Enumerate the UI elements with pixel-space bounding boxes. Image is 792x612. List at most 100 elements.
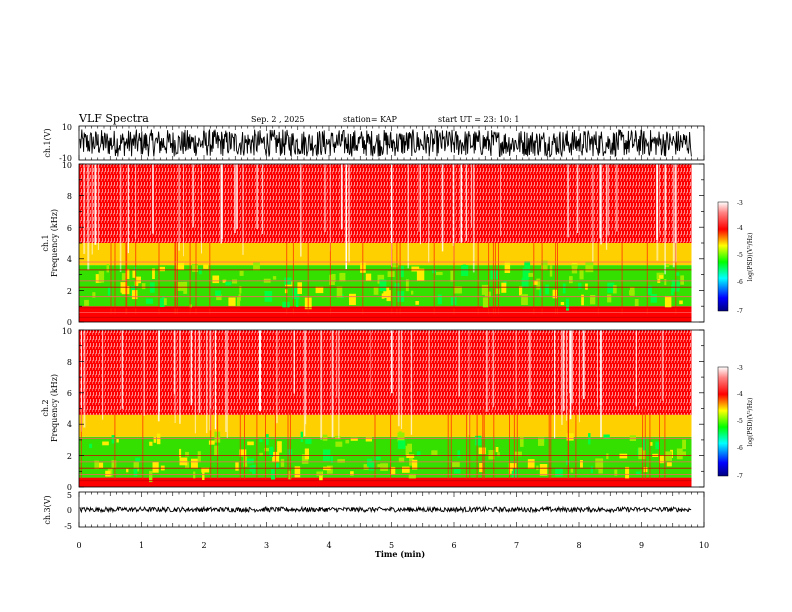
ch1-spec-streak — [428, 164, 430, 263]
ch3-waveform-ylabel: ch.3(V) — [43, 495, 52, 524]
ch2-spec-mottle — [555, 468, 563, 477]
ch2-spec-mottle — [322, 434, 328, 441]
time-tick-label-6: 6 — [451, 541, 456, 550]
ch1-spec-spike — [391, 243, 393, 315]
ch2-spec-streak — [174, 330, 176, 423]
ch1-ytick-4: 4 — [67, 255, 72, 264]
ch2-spec-mottle — [111, 435, 115, 444]
ch1-spec-mottle — [145, 298, 154, 304]
ch2-spec-mottle — [666, 462, 672, 467]
ch1-ytick-bottom: -10 — [59, 154, 72, 163]
ch2-spec-spike — [390, 408, 392, 480]
ch2-spec-streak — [159, 330, 160, 413]
ch1-spec-streak — [234, 164, 236, 233]
ch1-spec-mottle — [292, 287, 300, 300]
ch1-spec-mottle — [373, 287, 379, 295]
ch1-spec-mottle — [183, 281, 188, 294]
ch1-spec-spike — [557, 243, 558, 315]
ch2-spec-streak — [80, 330, 82, 432]
ch2-spec-mottle — [642, 438, 647, 451]
ch2-spectrogram-panel: 0 2 4 6 8 10 ch.2 Frequency (kHz) — [41, 327, 705, 492]
ch1-frequency-tick-labels: 0 2 4 6 8 10 — [62, 161, 72, 327]
ch2-spec-mottle — [337, 459, 345, 463]
ch2-spec-spike — [548, 408, 550, 480]
ch1-spec-spike — [114, 243, 116, 315]
ch1-spec-mottle — [237, 297, 241, 307]
ch1-spec-mottle — [379, 279, 387, 292]
ch2-spectrogram-image — [79, 330, 692, 487]
ch2-spec-streak — [635, 330, 637, 407]
ch1-spec-spike — [488, 243, 490, 315]
ch1-spec-mottle — [495, 288, 500, 294]
ch2-spec-spike — [493, 408, 495, 480]
ch2-spec-mottle — [416, 451, 421, 456]
ch1-spec-mottle — [383, 287, 390, 298]
ch1-spec-mottle — [590, 295, 596, 305]
ch1-spec-mottle — [339, 272, 346, 282]
ch2-spec-mottle — [676, 448, 683, 460]
ch2-spec-mottle — [193, 471, 196, 479]
ch1-spec-spike — [329, 243, 331, 315]
ch1-spec-mottle — [411, 266, 420, 272]
ch2-spec-spike — [649, 408, 651, 480]
ch1-spec-mottle — [121, 273, 127, 282]
ch2-spec-mottle — [319, 471, 323, 481]
ch1-spectrogram-panel: 0 2 4 6 8 10 ch.1 Frequency (kHz) — [41, 161, 705, 327]
ch2-frequency-tick-labels: 0 2 4 6 8 10 — [62, 327, 72, 492]
ch1-spec-streak — [324, 164, 326, 233]
ch2-spec-spike — [256, 408, 258, 480]
ch1-spec-streak — [470, 164, 472, 228]
ch1-spec-mottle — [665, 264, 670, 268]
ch1-spec-spike — [189, 243, 191, 315]
ch2-spec-streak — [190, 330, 193, 406]
ch2-spec-spike — [374, 408, 376, 480]
ch1-spec-mottle — [524, 261, 531, 273]
ch1-spec-streak — [567, 164, 569, 238]
ch2-spec-streak — [83, 330, 86, 428]
ch1-spec-mottle — [481, 284, 489, 295]
ch1-spec-streak — [605, 164, 608, 250]
ch2-spec-mottle — [497, 452, 500, 457]
ch1-spectrogram-image — [79, 164, 692, 322]
ch3-waveform-ticks — [78, 492, 705, 527]
ch1-spec-mottle — [536, 278, 541, 290]
start-time-label: start UT = 23: 10: 1 — [438, 115, 519, 124]
ch2-spec-mottle — [588, 433, 591, 445]
ch1-spec-mottle — [212, 275, 220, 284]
ch2-spec-mottle — [520, 436, 524, 447]
ch2-colorbar-scale — [717, 366, 729, 477]
ch1-cb-tick-4: -4 — [737, 225, 743, 232]
ch1-spec-streak — [119, 164, 122, 272]
ch1-spec-spike — [286, 243, 288, 315]
ch1-spec-mottle — [659, 275, 664, 279]
ch2-spec-streak — [239, 330, 240, 400]
ch1-ytick-10: 10 — [62, 161, 72, 170]
ch1-cb-tick-5: -5 — [737, 252, 743, 259]
ch2-spec-mottle — [264, 447, 269, 452]
ch2-spec-mottle — [259, 438, 263, 443]
ch2-spec-spike — [469, 408, 471, 480]
ch2-cb-tick-3: -3 — [737, 365, 743, 372]
ch2-channel-label: ch.2 — [41, 399, 50, 416]
ch2-spec-streak — [400, 330, 403, 430]
ch1-spec-streak — [659, 164, 660, 234]
ch2-spec-streak — [305, 330, 307, 425]
ch1-spec-mottle — [386, 290, 391, 302]
ch1-spec-mottle — [450, 270, 454, 282]
ch1-spec-spike — [396, 243, 398, 315]
ch1-spec-mottle — [107, 287, 112, 296]
ch1-spec-mottle — [501, 282, 507, 293]
ch1-spec-mottle — [141, 283, 146, 290]
ch1-spec-mottle — [461, 265, 469, 276]
ch2-spec-streak — [428, 330, 430, 412]
ch1-spec-streak — [465, 164, 467, 241]
ch1-spec-spike — [646, 243, 648, 315]
ch2-spectrogram-ticks — [79, 329, 704, 488]
ch1-spec-streak — [348, 164, 350, 263]
ch2-spec-mottle — [538, 437, 545, 446]
ch1-spec-mottle — [676, 272, 680, 276]
ch1-spec-streak — [607, 164, 609, 236]
ch3-ytick-minus5: -5 — [64, 522, 72, 531]
ch2-spec-mottle — [149, 441, 153, 446]
ch2-spec-mottle — [452, 461, 460, 467]
